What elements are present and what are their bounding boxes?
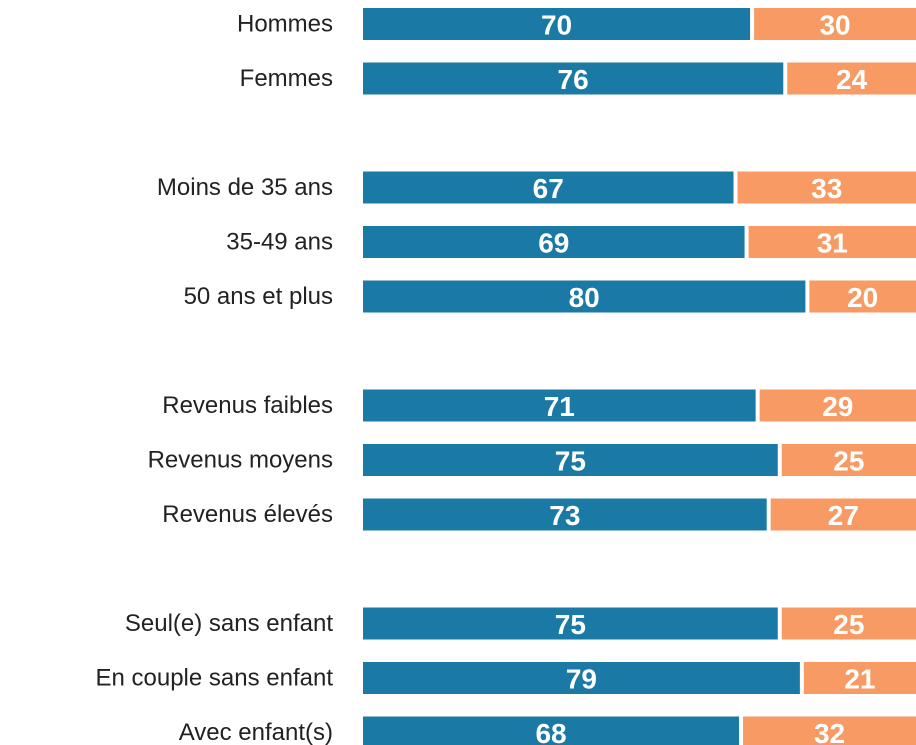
value-label: 71 [544, 391, 575, 422]
value-label: 70 [541, 10, 572, 41]
bar-segment [363, 498, 767, 531]
value-label: 25 [833, 446, 864, 477]
bar-segment [781, 607, 916, 640]
bar-segment [363, 171, 734, 204]
value-label: 25 [833, 609, 864, 640]
bar-segment [754, 8, 916, 40]
value-label: 32 [814, 718, 845, 745]
category-label: 50 ans et plus [184, 283, 333, 310]
category-label: En couple sans enfant [95, 665, 333, 692]
bar-segment [363, 607, 778, 640]
bar-segment [363, 280, 806, 313]
value-label: 75 [555, 446, 586, 477]
value-label: 69 [538, 228, 569, 259]
category-label: Revenus moyens [148, 447, 333, 474]
category-label: Seul(e) sans enfant [125, 610, 333, 637]
value-label: 31 [817, 228, 848, 259]
value-label: 80 [569, 282, 600, 313]
value-label: 67 [533, 173, 564, 204]
value-label: 68 [535, 718, 566, 745]
category-label: 35-49 ans [226, 229, 333, 256]
category-label: Avec enfant(s) [179, 719, 333, 745]
value-label: 27 [828, 500, 859, 531]
bar-segment [787, 62, 916, 95]
bar-segment [743, 716, 916, 745]
bar-segment [737, 171, 916, 204]
category-label: Revenus faibles [162, 392, 333, 419]
bar-segment [363, 444, 778, 476]
value-label: 79 [566, 664, 597, 695]
value-label: 33 [811, 173, 842, 204]
bar-segment [363, 226, 745, 258]
bar-segment [770, 498, 916, 531]
value-label: 20 [847, 282, 878, 313]
value-label: 29 [822, 391, 853, 422]
bar-segment [781, 444, 916, 476]
value-label: 73 [549, 500, 580, 531]
bar-segment [363, 8, 751, 40]
value-label: 21 [844, 664, 875, 695]
bar-segment [363, 662, 800, 694]
value-label: 30 [819, 10, 850, 41]
bar-segment [759, 389, 916, 422]
bar-segment [363, 716, 740, 745]
bar-segment [809, 280, 916, 313]
bar-segment [363, 62, 784, 95]
bar-segment [803, 662, 916, 694]
bar-segment [363, 389, 756, 422]
category-label: Hommes [237, 11, 333, 38]
category-label: Revenus élevés [162, 501, 333, 528]
category-label: Moins de 35 ans [157, 174, 333, 201]
category-label: Femmes [240, 65, 333, 92]
value-label: 75 [555, 609, 586, 640]
value-label: 24 [836, 64, 868, 95]
value-label: 76 [558, 64, 589, 95]
bar-segment [748, 226, 916, 258]
